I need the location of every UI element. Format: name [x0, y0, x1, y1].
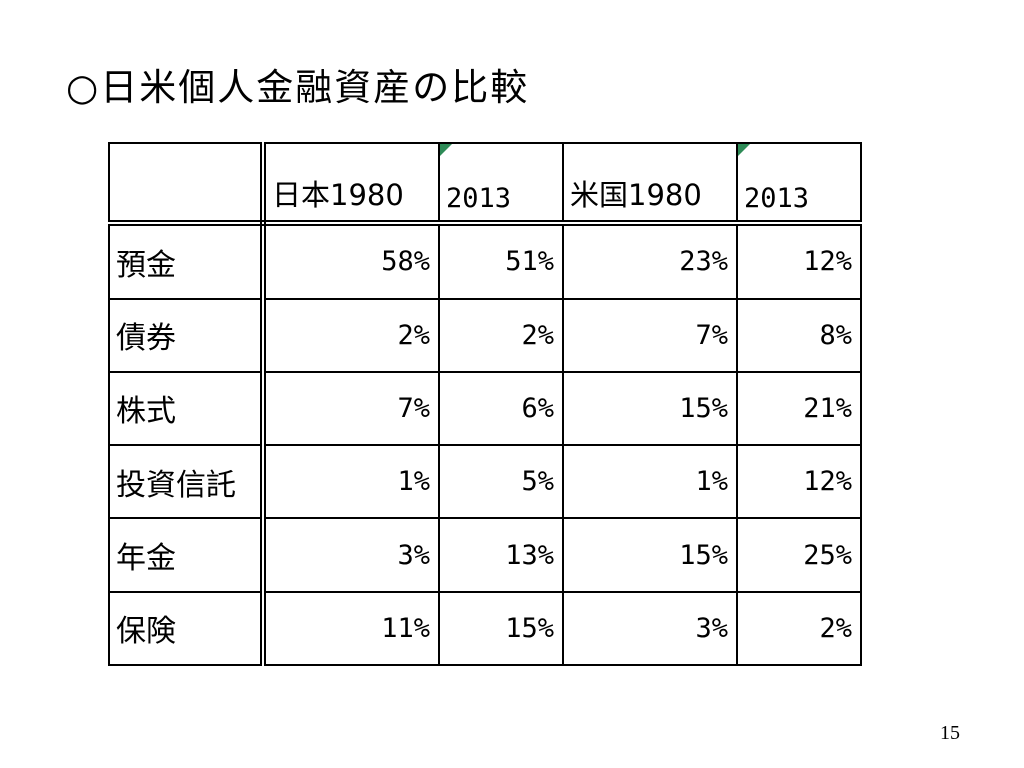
- cell-value: 15%: [562, 370, 738, 447]
- header-cell-corner: [108, 141, 266, 227]
- table-row: 年金 3% 13% 15% 25%: [108, 517, 862, 593]
- row-label: 株式: [108, 370, 266, 447]
- slide-title: ○日米個人金融資産の比較: [66, 66, 530, 109]
- header-cell-us-1980: 米国1980: [562, 141, 738, 227]
- table-row: 株式 7% 6% 15% 21%: [108, 370, 862, 447]
- cell-value: 12%: [736, 222, 862, 300]
- cell-value: 1%: [262, 444, 440, 520]
- table-row: 債券 2% 2% 7% 8%: [108, 297, 862, 373]
- cell-value: 23%: [562, 222, 738, 300]
- row-label: 保険: [108, 590, 266, 667]
- table-row: 預金 58% 51% 23% 12%: [108, 222, 862, 300]
- header-label: 2013: [744, 183, 810, 215]
- cell-value: 58%: [262, 222, 440, 300]
- table-row: 投資信託 1% 5% 1% 12%: [108, 444, 862, 520]
- header-label: 2013: [446, 183, 512, 215]
- cell-value: 2%: [438, 297, 564, 373]
- cell-value: 21%: [736, 370, 862, 447]
- cell-value: 2%: [262, 297, 440, 373]
- header-cell-us-2013: 2013: [736, 141, 862, 227]
- cell-value: 15%: [438, 590, 564, 667]
- cell-value: 7%: [562, 297, 738, 373]
- row-label: 投資信託: [108, 444, 266, 520]
- table-header-row: 日本1980 2013 米国1980 2013: [108, 141, 862, 227]
- row-label: 債券: [108, 297, 266, 373]
- cell-value: 51%: [438, 222, 564, 300]
- header-cell-japan-2013: 2013: [438, 141, 564, 227]
- cell-value: 6%: [438, 370, 564, 447]
- comparison-table-container: 日本1980 2013 米国1980 2013 預金 58% 51% 23% 1…: [108, 141, 862, 667]
- cell-value: 15%: [562, 517, 738, 593]
- header-cell-japan-1980: 日本1980: [262, 141, 440, 227]
- cell-marker-icon: [739, 145, 750, 156]
- cell-value: 5%: [438, 444, 564, 520]
- page-number: 15: [940, 722, 960, 744]
- cell-value: 3%: [262, 517, 440, 593]
- cell-marker-icon: [441, 145, 452, 156]
- cell-value: 2%: [736, 590, 862, 667]
- cell-value: 1%: [562, 444, 738, 520]
- comparison-table: 日本1980 2013 米国1980 2013 預金 58% 51% 23% 1…: [108, 141, 862, 667]
- cell-value: 12%: [736, 444, 862, 520]
- header-label: 米国1980: [570, 178, 702, 213]
- cell-value: 8%: [736, 297, 862, 373]
- row-label: 年金: [108, 517, 266, 593]
- table-row: 保険 11% 15% 3% 2%: [108, 590, 862, 667]
- row-label: 預金: [108, 222, 266, 300]
- cell-value: 13%: [438, 517, 564, 593]
- cell-value: 25%: [736, 517, 862, 593]
- header-label: 日本1980: [272, 178, 404, 213]
- cell-value: 7%: [262, 370, 440, 447]
- cell-value: 3%: [562, 590, 738, 667]
- cell-value: 11%: [262, 590, 440, 667]
